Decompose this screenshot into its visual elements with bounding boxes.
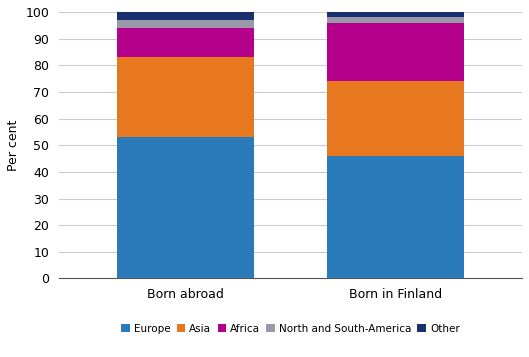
Bar — [117, 137, 254, 278]
Bar — [327, 22, 464, 81]
Bar — [117, 20, 254, 28]
Bar — [117, 28, 254, 57]
Bar — [327, 12, 464, 17]
Y-axis label: Per cent: Per cent — [7, 120, 20, 171]
Bar — [327, 156, 464, 278]
Bar — [117, 12, 254, 20]
Legend: Europe, Asia, Africa, North and South-America, Other: Europe, Asia, Africa, North and South-Am… — [122, 324, 460, 334]
Bar — [327, 17, 464, 22]
Bar — [327, 81, 464, 156]
Bar — [117, 57, 254, 137]
